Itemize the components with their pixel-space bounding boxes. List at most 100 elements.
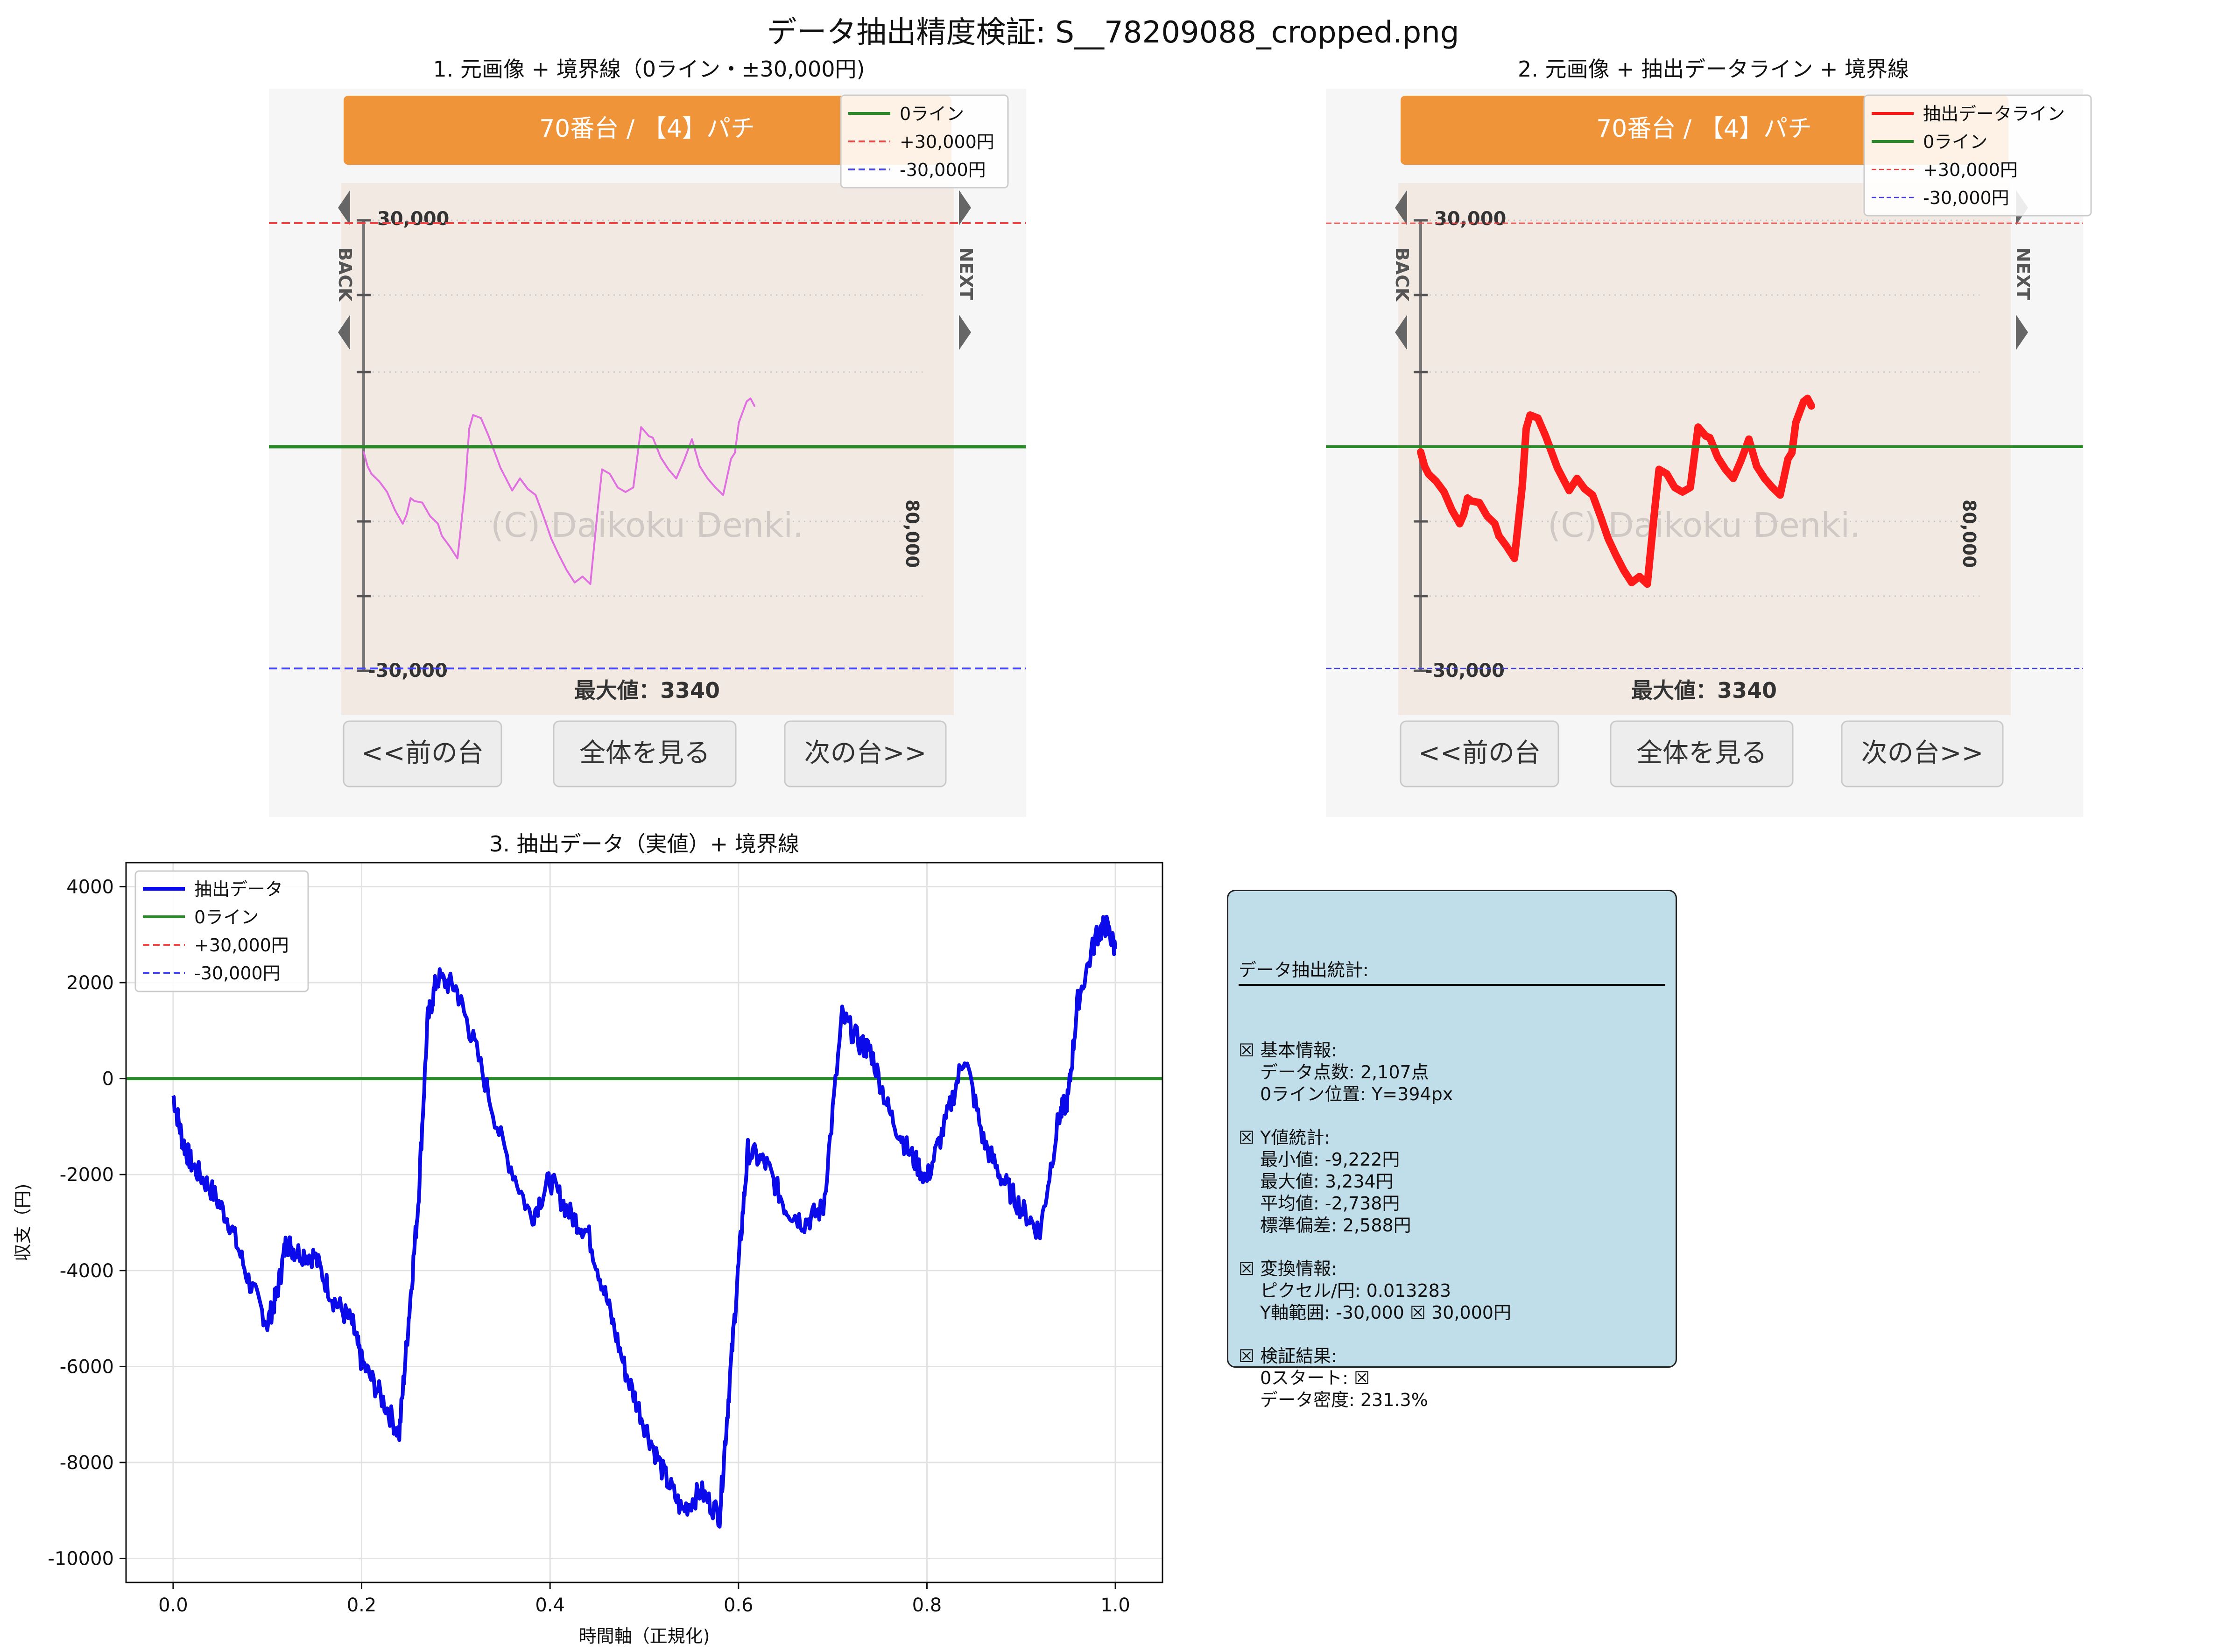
next-label[interactable]: NEXT <box>956 247 976 300</box>
panel3-legend: 抽出データ 0ライン +30,000円 -30,000円 <box>134 870 309 992</box>
legend-label: -30,000円 <box>900 160 986 180</box>
stats-section: ☒ 基本情報: データ点数: 2,107点 0ライン位置: Y=394px <box>1239 1040 1665 1105</box>
stats-line: 最大値: 3,234円 <box>1260 1171 1394 1192</box>
legend-label: -30,000円 <box>194 963 281 984</box>
legend-label: +30,000円 <box>194 935 289 956</box>
source-plot-area <box>341 183 954 715</box>
legend-frame <box>134 870 309 992</box>
stats-line: ピクセル/円: 0.013283 <box>1260 1280 1451 1301</box>
source-nav-button-label: 全体を見る <box>579 738 710 768</box>
source-nav-button[interactable] <box>553 720 737 787</box>
stats-section-head: ☒ 基本情報: <box>1239 1040 1337 1061</box>
source-plot-area <box>1398 183 2011 715</box>
stats-line: 0スタート: ☒ <box>1260 1368 1370 1388</box>
extracted-data-series <box>171 914 1118 1529</box>
source-y-bottom-label: -30,000 <box>1425 660 1505 682</box>
panel2-source-image: 70番台 / 【4】パチ 30,000 -30,000 80,000 (C) Daiko… <box>1326 89 2092 817</box>
panel1-source-image: 70番台 / 【4】パチ 30,000 -30,000 80,000 (C) Daiko… <box>269 89 1026 817</box>
next-arrow-icon[interactable] <box>2016 315 2028 350</box>
stats-section: ☒ 変換情報: ピクセル/円: 0.013283 Y軸範囲: -30,000 ☒ 3… <box>1239 1258 1665 1324</box>
source-watermark: (C) Daikoku Denki. <box>1548 506 1860 545</box>
y-axis-label: 収支（円) <box>13 1184 33 1262</box>
source-nav-button-label: 次の台>> <box>804 738 927 768</box>
next-arrow-icon[interactable] <box>959 190 971 225</box>
back-arrow-icon[interactable] <box>338 190 350 225</box>
x-axis-label: 時間軸（正規化) <box>579 1626 710 1646</box>
x-tick-label: 0.6 <box>724 1595 754 1616</box>
source-y-top-label: 30,000 <box>377 208 449 230</box>
panel3-chart: 0.0 0.2 0.4 0.6 0.8 1.0 4000 2000 0 -2000 -4000 -60… <box>13 862 1163 1646</box>
back-arrow-icon[interactable] <box>1395 190 1407 225</box>
y-tick-label: -8000 <box>60 1452 114 1474</box>
stats-line: Y軸範囲: -30,000 ☒ 30,000円 <box>1260 1302 1511 1323</box>
source-max-label: 最大値：3340 <box>574 678 720 703</box>
stats-line: データ点数: 2,107点 <box>1260 1062 1429 1083</box>
x-tick-label: 0.0 <box>158 1595 188 1616</box>
legend-frame <box>1863 94 2092 217</box>
stats-line: 標準偏差: 2,588円 <box>1260 1215 1411 1236</box>
source-nav-button[interactable] <box>1610 720 1794 787</box>
x-tick-label: 0.2 <box>347 1595 377 1616</box>
stats-line: 平均値: -2,738円 <box>1260 1193 1400 1214</box>
x-tick-label: 0.4 <box>535 1595 565 1616</box>
y-tick-label: -10000 <box>48 1548 114 1570</box>
legend-frame <box>840 94 1009 189</box>
legend-label: +30,000円 <box>900 132 994 152</box>
y-tick-label: -4000 <box>60 1260 114 1282</box>
x-tick-label: 1.0 <box>1100 1595 1130 1616</box>
panel1-title: 1. 元画像 + 境界線（0ライン・±30,000円) <box>433 56 865 82</box>
source-nav-button-label: <<前の台 <box>1418 738 1541 768</box>
source-nav-button[interactable] <box>343 720 502 787</box>
legend-label: +30,000円 <box>1923 160 2018 180</box>
source-nav-button[interactable] <box>1841 720 2004 787</box>
extracted-data-line <box>1417 394 1815 588</box>
source-max-label: 最大値：3340 <box>1631 678 1777 703</box>
x-tick-label: 0.8 <box>912 1595 942 1616</box>
figure-title: データ抽出精度検証: S__78209088_cropped.png <box>767 15 1459 50</box>
source-nav-button[interactable] <box>1400 720 1559 787</box>
legend-label: 抽出データ <box>194 879 283 900</box>
next-label[interactable]: NEXT <box>2013 247 2033 300</box>
source-header-bar <box>1401 96 2008 165</box>
panel1-legend: 0ライン +30,000円 -30,000円 <box>840 94 1009 189</box>
source-right-label: 80,000 <box>902 499 923 568</box>
source-watermark: (C) Daikoku Denki. <box>491 506 803 545</box>
y-tick-label: 0 <box>102 1069 114 1090</box>
stats-section: ☒ Y値統計: 最小値: -9,222円 最大値: 3,234円 平均値: -2,73… <box>1239 1127 1665 1237</box>
back-arrow-icon[interactable] <box>338 315 350 350</box>
source-y-bottom-label: -30,000 <box>368 660 448 682</box>
stats-section-head: ☒ Y値統計: <box>1239 1127 1331 1148</box>
source-nav-button-label: 次の台>> <box>1861 738 1984 768</box>
legend-label: -30,000円 <box>1923 188 2009 208</box>
y-tick-label: -6000 <box>60 1356 114 1378</box>
stats-line: 0ライン位置: Y=394px <box>1260 1084 1453 1104</box>
stats-section-head: ☒ 検証結果: <box>1239 1346 1337 1366</box>
stats-line: データ密度: 231.3% <box>1260 1390 1428 1410</box>
y-tick-label: 2000 <box>66 972 114 994</box>
stats-section: ☒ 検証結果: 0スタート: ☒ データ密度: 231.3% <box>1239 1345 1665 1411</box>
y-tick-label: 4000 <box>66 876 114 898</box>
stats-title: データ抽出統計: <box>1239 959 1665 986</box>
stats-box: データ抽出統計: ☒ 基本情報: データ点数: 2,107点 0ライン位置: Y=3… <box>1227 890 1677 1410</box>
y-tick-label: -2000 <box>60 1164 114 1186</box>
legend-label: 0ライン <box>194 907 259 928</box>
back-arrow-icon[interactable] <box>1395 315 1407 350</box>
legend-label: 0ライン <box>900 104 964 124</box>
source-right-label: 80,000 <box>1959 499 1979 568</box>
source-nav-button-label: 全体を見る <box>1636 738 1767 768</box>
panel2-legend: 抽出データライン 0ライン +30,000円 -30,000円 <box>1863 94 2092 217</box>
stats-section-head: ☒ 変換情報: <box>1239 1258 1337 1279</box>
legend-label: 抽出データライン <box>1923 104 2065 124</box>
back-label[interactable]: BACK <box>335 247 355 302</box>
source-nav-button-label: <<前の台 <box>361 738 484 768</box>
source-header-text: 70番台 / 【4】パチ <box>1596 115 1812 143</box>
next-arrow-icon[interactable] <box>959 315 971 350</box>
back-label[interactable]: BACK <box>1392 247 1412 302</box>
stats-line: 最小値: -9,222円 <box>1260 1149 1400 1170</box>
panel3-title: 3. 抽出データ（実値）+ 境界線 <box>489 831 799 857</box>
source-y-top-label: 30,000 <box>1434 208 1506 230</box>
source-header-bar <box>344 96 951 165</box>
panel2-title: 2. 元画像 + 抽出データライン + 境界線 <box>1517 56 1909 82</box>
source-nav-button[interactable] <box>784 720 947 787</box>
